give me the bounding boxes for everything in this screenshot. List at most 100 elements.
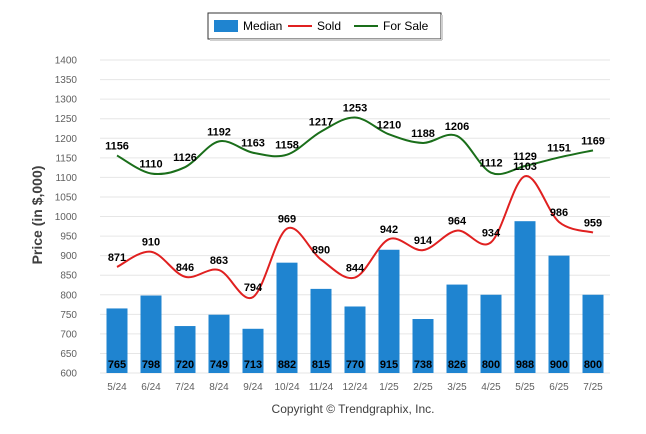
y-tick-label: 800 xyxy=(60,290,77,301)
x-tick-label: 6/24 xyxy=(141,382,161,393)
x-tick-label: 3/25 xyxy=(447,382,467,393)
sold-value-label: 914 xyxy=(414,235,433,247)
for-sale-value-label: 1158 xyxy=(275,140,299,152)
bar-median xyxy=(106,308,128,373)
legend-label-for-sale: For Sale xyxy=(383,19,429,33)
y-tick-label: 1200 xyxy=(55,134,78,145)
sold-value-label: 969 xyxy=(278,214,296,226)
sold-value-label: 986 xyxy=(550,207,568,219)
y-tick-label: 1300 xyxy=(55,95,78,106)
bar-value-label: 815 xyxy=(312,359,330,371)
bar-median xyxy=(276,262,298,373)
bar-median xyxy=(582,294,604,373)
bar-value-label: 798 xyxy=(142,359,160,371)
y-tick-label: 1250 xyxy=(55,114,78,125)
y-axis-label: Price (in $,000) xyxy=(29,166,45,265)
legend-box xyxy=(207,12,442,40)
y-axis-ticks: 600 650 700 750 800 850 900 950 1000 1050 1100 1150… xyxy=(55,56,78,380)
for-sale-value-label: 1217 xyxy=(309,117,333,129)
y-tick-label: 1400 xyxy=(55,56,78,67)
bar-value-label: 915 xyxy=(380,359,398,371)
sold-value-label: 844 xyxy=(346,263,365,275)
y-tick-label: 600 xyxy=(60,369,77,380)
bar-value-label: 765 xyxy=(108,359,126,371)
sold-value-label: 890 xyxy=(312,245,330,257)
y-tick-label: 900 xyxy=(60,251,77,262)
x-axis-ticks: 5/24 6/24 7/24 8/24 9/24 10/24 11/24 12/24 1/25 2… xyxy=(107,382,603,393)
for-sale-value-label: 1110 xyxy=(139,158,162,170)
y-tick-label: 650 xyxy=(60,349,77,360)
legend-label-median: Median xyxy=(243,19,282,33)
bar-median xyxy=(344,306,366,373)
bar-median xyxy=(174,326,196,373)
y-tick-label: 1050 xyxy=(55,192,78,203)
sold-value-label: 871 xyxy=(108,252,126,264)
y-tick-label: 1350 xyxy=(55,75,78,86)
bar-value-label: 800 xyxy=(584,359,602,371)
bars xyxy=(106,221,604,373)
x-tick-label: 9/24 xyxy=(243,382,263,393)
x-tick-label: 1/25 xyxy=(379,382,399,393)
bar-median xyxy=(140,295,162,373)
for-sale-value-label: 1210 xyxy=(377,119,401,131)
for-sale-value-label: 1112 xyxy=(479,158,502,170)
bar-median xyxy=(412,319,434,373)
bar-labels: 765 798 720 749 713 882 815 770 915 738 826 800 988 9… xyxy=(108,359,602,371)
y-tick-label: 750 xyxy=(60,310,77,321)
for-sale-value-label: 1151 xyxy=(547,142,571,154)
y-tick-label: 850 xyxy=(60,271,77,282)
bar-median xyxy=(480,294,502,373)
x-tick-label: 8/24 xyxy=(209,382,229,393)
x-tick-label: 12/24 xyxy=(342,382,367,393)
y-tick-label: 1100 xyxy=(55,173,77,184)
y-tick-label: 1150 xyxy=(55,153,77,164)
x-tick-label: 6/25 xyxy=(549,382,569,393)
sold-value-label: 794 xyxy=(244,282,263,294)
y-tick-label: 1000 xyxy=(55,212,78,223)
for-sale-value-label: 1163 xyxy=(241,138,265,150)
bar-median xyxy=(514,221,536,373)
line-labels: 871 910 846 863 794 969 890 844 942 914 964 934 1103… xyxy=(105,103,605,295)
legend-swatch-median xyxy=(214,20,238,32)
sold-value-label: 1103 xyxy=(513,161,537,173)
for-sale-value-label: 1192 xyxy=(207,126,231,138)
bar-value-label: 770 xyxy=(346,359,364,371)
sold-value-label: 846 xyxy=(176,262,194,274)
bar-value-label: 800 xyxy=(482,359,500,371)
x-tick-label: 10/24 xyxy=(274,382,299,393)
line-sold xyxy=(116,175,594,300)
sold-value-label: 942 xyxy=(380,224,398,236)
legend-label-sold: Sold xyxy=(317,19,341,33)
bar-value-label: 988 xyxy=(516,359,534,371)
x-tick-label: 5/24 xyxy=(107,382,127,393)
bar-value-label: 738 xyxy=(414,359,432,371)
bar-median xyxy=(208,314,230,373)
line-for-sale xyxy=(116,116,594,176)
sold-value-label: 863 xyxy=(210,255,228,267)
copyright-text: Copyright © Trendgraphix, Inc. xyxy=(272,402,435,416)
x-tick-label: 7/25 xyxy=(583,382,603,393)
x-tick-label: 5/25 xyxy=(515,382,535,393)
bar-value-label: 713 xyxy=(244,359,262,371)
sold-value-label: 934 xyxy=(482,227,501,239)
x-tick-label: 2/25 xyxy=(413,382,433,393)
x-tick-label: 11/24 xyxy=(309,382,334,393)
bar-value-label: 826 xyxy=(448,359,466,371)
bar-median xyxy=(446,284,468,373)
for-sale-value-label: 1169 xyxy=(581,135,605,147)
x-tick-label: 4/25 xyxy=(481,382,501,393)
bar-value-label: 720 xyxy=(176,359,194,371)
bar-median xyxy=(310,288,332,373)
sold-value-label: 910 xyxy=(142,237,160,249)
sold-value-label: 964 xyxy=(448,216,467,228)
for-sale-value-label: 1188 xyxy=(411,128,435,140)
for-sale-value-label: 1129 xyxy=(513,151,537,163)
for-sale-value-label: 1206 xyxy=(445,121,469,133)
bar-value-label: 882 xyxy=(278,359,296,371)
bar-value-label: 749 xyxy=(210,359,228,371)
y-tick-label: 950 xyxy=(60,232,77,243)
bar-median xyxy=(548,255,570,373)
sold-value-label: 959 xyxy=(584,218,602,230)
y-tick-label: 700 xyxy=(60,329,77,340)
